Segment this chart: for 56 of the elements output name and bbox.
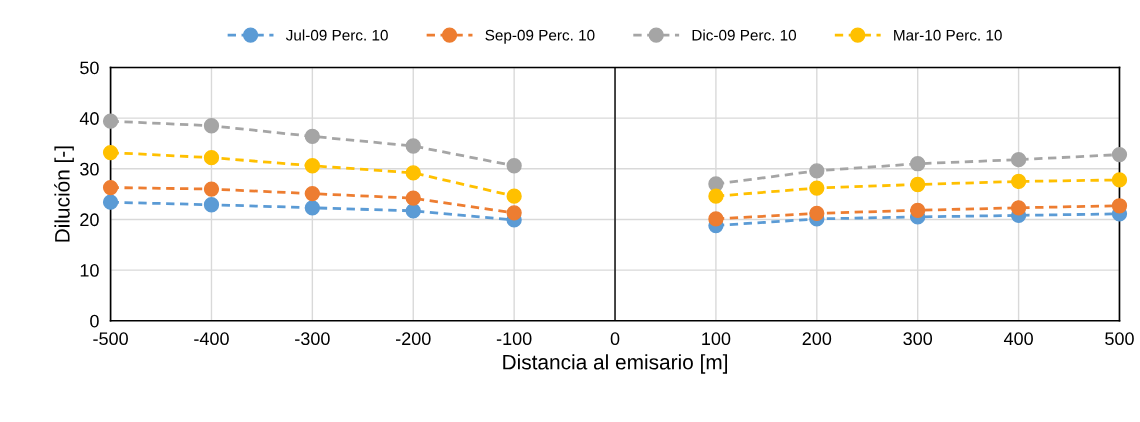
point <box>506 158 522 174</box>
point <box>102 179 119 196</box>
point <box>1111 146 1128 163</box>
legend-label: Dic-09 Perc. 10 <box>692 29 797 41</box>
x-tick-label: 200 <box>802 332 832 346</box>
point <box>506 188 522 204</box>
y-tick-label: 30 <box>80 162 99 176</box>
point <box>102 144 119 161</box>
point <box>203 150 220 166</box>
x-tick-label: -500 <box>93 332 128 346</box>
point <box>405 138 421 154</box>
y-tick-label: 20 <box>80 213 99 227</box>
x-tick-label: 300 <box>903 332 933 346</box>
x-tick-label: -400 <box>194 332 229 346</box>
point <box>304 185 320 202</box>
legend-label: Mar-10 Perc. 10 <box>894 29 1002 41</box>
point <box>405 165 421 181</box>
point <box>203 181 220 197</box>
x-tick-label: 0 <box>610 332 620 346</box>
point <box>405 203 421 219</box>
point <box>809 163 825 179</box>
x-tick-label: -200 <box>395 332 431 346</box>
point <box>910 156 926 172</box>
point <box>1111 172 1128 188</box>
point <box>203 197 220 213</box>
y-axis-title: Dilución [-] <box>54 146 74 242</box>
legend-label: Sep-09 Perc. 10 <box>485 29 595 44</box>
point <box>708 211 724 227</box>
point <box>102 194 119 210</box>
x-tick-label: 400 <box>1003 332 1033 346</box>
x-axis-title: Distancia al emisario [m] <box>503 354 728 374</box>
y-tick-label: 50 <box>80 61 99 75</box>
point <box>203 118 220 134</box>
point <box>1010 173 1027 190</box>
x-tick-label: -100 <box>496 332 532 346</box>
y-tick-label: 40 <box>79 112 99 125</box>
y-tick-label: 0 <box>90 314 99 328</box>
point <box>1010 152 1027 168</box>
y-tick-label: 10 <box>80 264 99 277</box>
point <box>102 113 119 129</box>
point <box>809 180 825 196</box>
x-tick-label: 500 <box>1105 332 1134 346</box>
x-tick-label: -300 <box>295 332 330 346</box>
point <box>304 158 320 174</box>
point <box>1010 200 1027 216</box>
legend-label: Jul-09 Perc. 10 <box>285 29 388 41</box>
point <box>304 200 320 216</box>
point <box>304 128 320 145</box>
x-tick-label: 100 <box>702 332 731 346</box>
point <box>910 202 926 218</box>
point <box>506 205 522 221</box>
point <box>910 176 926 193</box>
point <box>405 190 421 206</box>
point <box>708 188 724 204</box>
point <box>809 205 825 222</box>
point <box>1111 198 1128 214</box>
